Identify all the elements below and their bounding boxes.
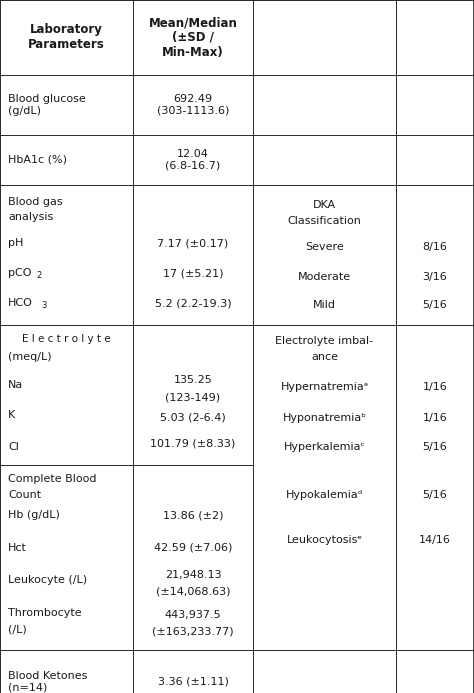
Text: Leukocyte (/L): Leukocyte (/L): [8, 575, 87, 585]
Text: 1/16: 1/16: [423, 413, 447, 423]
Bar: [133, 135, 253, 185]
Text: DKA: DKA: [313, 200, 336, 210]
Text: 3: 3: [41, 301, 46, 310]
Text: 12.04
(6.8-16.7): 12.04 (6.8-16.7): [165, 149, 220, 170]
Text: Laboratory
Parameters: Laboratory Parameters: [28, 24, 105, 51]
Text: analysis: analysis: [8, 212, 53, 222]
Bar: [133, 465, 253, 650]
Text: Count: Count: [8, 490, 41, 500]
Text: (±14,068.63): (±14,068.63): [156, 587, 230, 597]
Text: HCO: HCO: [8, 298, 33, 308]
Text: Leukocytosisᵉ: Leukocytosisᵉ: [286, 535, 363, 545]
Bar: [253, 135, 396, 185]
Text: 42.59 (±7.06): 42.59 (±7.06): [154, 543, 232, 553]
Text: Blood gas: Blood gas: [8, 197, 63, 207]
Text: 21,948.13: 21,948.13: [164, 570, 221, 580]
Text: Blood glucose
(g/dL): Blood glucose (g/dL): [8, 94, 86, 116]
Text: 17 (±5.21): 17 (±5.21): [163, 268, 223, 278]
Bar: [396, 325, 474, 650]
Text: Moderate: Moderate: [298, 272, 351, 282]
Text: Electrolyte imbal-: Electrolyte imbal-: [275, 336, 374, 346]
Text: Hyponatremiaᵇ: Hyponatremiaᵇ: [283, 413, 366, 423]
Bar: [396, 650, 474, 693]
Text: 14/16: 14/16: [419, 535, 451, 545]
Bar: [0, 465, 133, 650]
Bar: [253, 185, 396, 325]
Bar: [253, 325, 396, 650]
Text: 1/16: 1/16: [423, 382, 447, 392]
Text: 13.86 (±2): 13.86 (±2): [163, 510, 223, 520]
Text: Hypernatremiaᵃ: Hypernatremiaᵃ: [281, 382, 369, 392]
Bar: [0, 185, 133, 325]
Text: 7.17 (±0.17): 7.17 (±0.17): [157, 238, 228, 248]
Text: 2: 2: [36, 272, 41, 281]
Text: 5.03 (2-6.4): 5.03 (2-6.4): [160, 413, 226, 423]
Text: 5/16: 5/16: [423, 490, 447, 500]
Text: Thrombocyte: Thrombocyte: [8, 608, 82, 618]
Text: Hb (g/dL): Hb (g/dL): [8, 510, 60, 520]
Bar: [133, 650, 253, 693]
Text: 5.2 (2.2-19.3): 5.2 (2.2-19.3): [155, 298, 231, 308]
Bar: [396, 135, 474, 185]
Text: Na: Na: [8, 380, 23, 390]
Text: 3/16: 3/16: [423, 272, 447, 282]
Text: Hypokalemiaᵈ: Hypokalemiaᵈ: [286, 490, 363, 500]
Bar: [396, 0, 474, 75]
Text: 692.49
(303-1113.6): 692.49 (303-1113.6): [157, 94, 229, 116]
Text: 5/16: 5/16: [423, 442, 447, 452]
Bar: [253, 650, 396, 693]
Bar: [0, 135, 133, 185]
Text: Mild: Mild: [313, 300, 336, 310]
Bar: [396, 75, 474, 135]
Text: 3.36 (±1.11): 3.36 (±1.11): [157, 676, 228, 687]
Text: Hct: Hct: [8, 543, 27, 553]
Text: pH: pH: [8, 238, 23, 248]
Text: Complete Blood: Complete Blood: [8, 474, 97, 484]
Text: Severe: Severe: [305, 242, 344, 252]
Text: (±163,233.77): (±163,233.77): [152, 627, 234, 637]
Text: 443,937.5: 443,937.5: [164, 610, 221, 620]
Text: HbA1c (%): HbA1c (%): [8, 155, 67, 165]
Bar: [0, 0, 133, 75]
Text: 5/16: 5/16: [423, 300, 447, 310]
Bar: [253, 0, 396, 75]
Text: ance: ance: [311, 352, 338, 362]
Bar: [253, 75, 396, 135]
Bar: [133, 75, 253, 135]
Bar: [133, 185, 253, 325]
Bar: [133, 325, 253, 465]
Text: 135.25: 135.25: [173, 375, 212, 385]
Text: 101.79 (±8.33): 101.79 (±8.33): [150, 438, 236, 448]
Bar: [0, 325, 133, 465]
Text: Cl: Cl: [8, 442, 19, 452]
Text: Blood Ketones
(n=14): Blood Ketones (n=14): [8, 671, 87, 692]
Text: (123-149): (123-149): [165, 392, 220, 402]
Text: K: K: [8, 410, 15, 420]
Bar: [0, 75, 133, 135]
Text: Classification: Classification: [288, 216, 362, 226]
Text: E l e c t r o l y t e: E l e c t r o l y t e: [22, 334, 111, 344]
Bar: [396, 185, 474, 325]
Text: Hyperkalemiaᶜ: Hyperkalemiaᶜ: [283, 442, 365, 452]
Text: Mean/Median
(±SD /
Min-Max): Mean/Median (±SD / Min-Max): [148, 16, 237, 59]
Bar: [253, 325, 396, 465]
Text: (meq/L): (meq/L): [8, 352, 52, 362]
Bar: [133, 0, 253, 75]
Bar: [396, 325, 474, 465]
Text: pCO: pCO: [8, 268, 31, 278]
Text: 8/16: 8/16: [422, 242, 447, 252]
Bar: [0, 650, 133, 693]
Text: (/L): (/L): [8, 624, 27, 634]
